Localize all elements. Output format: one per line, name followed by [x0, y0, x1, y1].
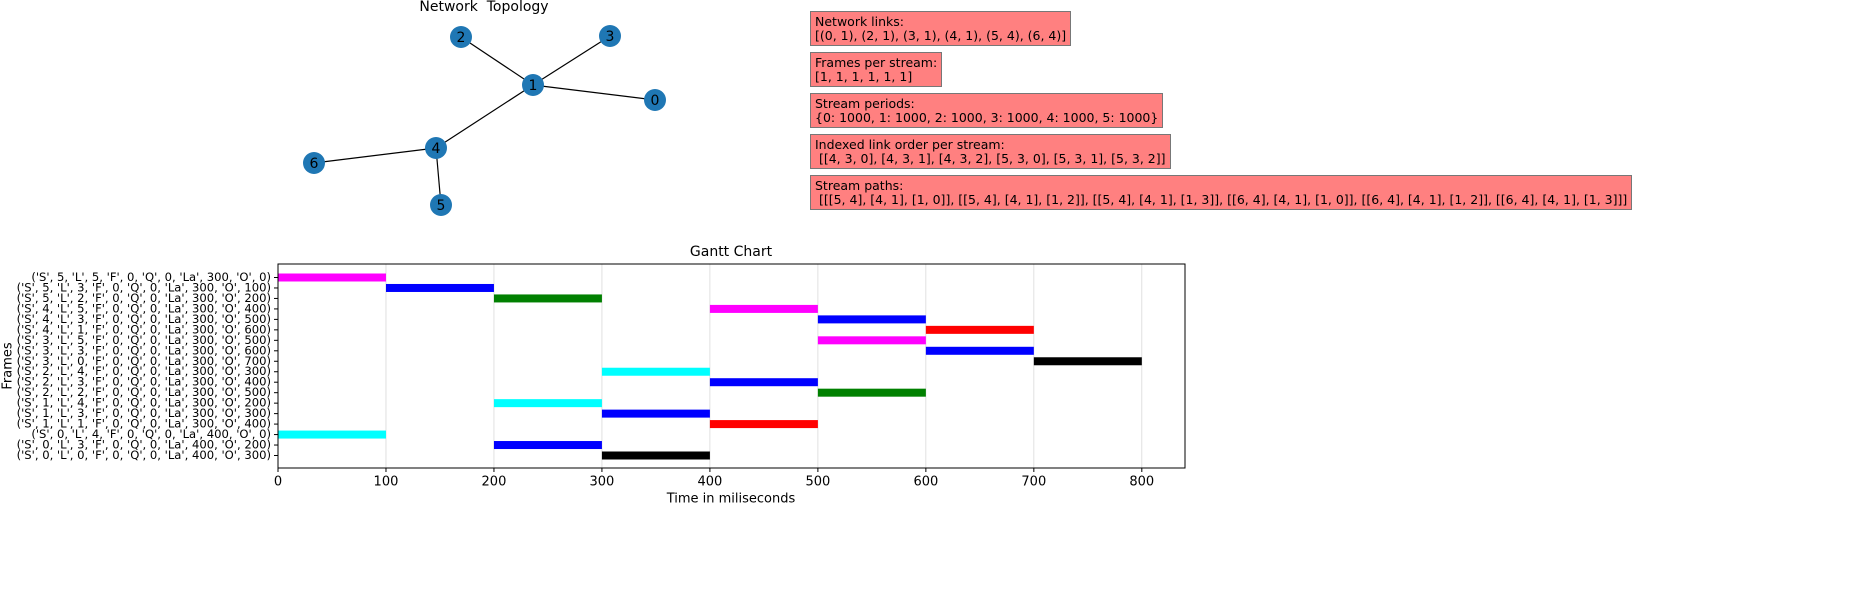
- gantt-bar: [817, 388, 926, 397]
- y-tick-label: ('S', 4, 'L', 1, 'F', 0, 'Q', 0, 'La', 3…: [17, 322, 271, 336]
- x-tick-label: 400: [697, 475, 722, 490]
- x-tick-label: 200: [482, 475, 507, 490]
- node: [599, 25, 621, 47]
- gantt-bar: [709, 304, 818, 313]
- y-tick-label: ('S', 3, 'L', 3, 'F', 0, 'Q', 0, 'La', 3…: [17, 343, 271, 357]
- y-tick-label: ('S', 2, 'L', 3, 'F', 0, 'Q', 0, 'La', 3…: [17, 375, 271, 389]
- y-tick-label: ('S', 5, 'L', 3, 'F', 0, 'Q', 0, 'La', 3…: [17, 280, 271, 294]
- x-tick-label: 800: [1129, 475, 1154, 490]
- info-box-text: [[[5, 4], [4, 1], [1, 0]], [[5, 4], [4, …: [815, 192, 1628, 207]
- edge: [532, 84, 656, 101]
- x-tick-label: 500: [805, 475, 830, 490]
- info-box-title: Network links:: [815, 14, 904, 29]
- edge: [532, 35, 611, 86]
- gantt-bar: [493, 399, 602, 408]
- edge: [435, 84, 534, 149]
- y-tick-label: ('S', 1, 'L', 4, 'F', 0, 'Q', 0, 'La', 3…: [17, 396, 271, 410]
- x-tick-label: 100: [374, 475, 399, 490]
- y-tick-label: ('S', 5, 'L', 5, 'F', 0, 'Q', 0, 'La', 3…: [31, 270, 271, 284]
- node-label: 1: [529, 78, 538, 94]
- node: [425, 137, 447, 159]
- edge: [460, 36, 534, 86]
- gantt-bar: [278, 273, 386, 282]
- gantt-bar: [1033, 357, 1142, 366]
- y-tick-label: ('S', 3, 'L', 5, 'F', 0, 'Q', 0, 'La', 3…: [17, 333, 271, 347]
- y-tick-label: ('S', 2, 'L', 2, 'F', 0, 'Q', 0, 'La', 3…: [17, 385, 271, 399]
- y-axis-label: Frames: [1, 342, 16, 390]
- y-tick-label: ('S', 1, 'L', 1, 'F', 0, 'Q', 0, 'La', 3…: [17, 417, 271, 431]
- gantt-bar: [817, 315, 926, 324]
- gantt-bar: [601, 409, 710, 418]
- info-box-text: [[4, 3, 0], [4, 3, 1], [4, 3, 2], [5, 3,…: [815, 151, 1166, 166]
- gantt-bar: [817, 336, 926, 345]
- node-label: 0: [651, 93, 660, 109]
- node: [450, 26, 472, 48]
- network-title: Network Topology: [419, 0, 548, 15]
- node-label: 2: [457, 30, 466, 46]
- info-box-text: [(0, 1), (2, 1), (3, 1), (4, 1), (5, 4),…: [815, 28, 1067, 43]
- gantt-bar: [493, 441, 602, 450]
- gantt-bar: [709, 420, 818, 429]
- info-box-text: [1, 1, 1, 1, 1, 1]: [815, 69, 913, 84]
- node: [644, 89, 666, 111]
- gantt-bar: [925, 346, 1034, 355]
- gantt-bar: [278, 430, 386, 439]
- node-label: 5: [437, 198, 446, 214]
- node: [522, 74, 544, 96]
- edge: [313, 147, 437, 164]
- node-label: 4: [432, 141, 441, 157]
- y-tick-label: ('S', 2, 'L', 4, 'F', 0, 'Q', 0, 'La', 3…: [17, 364, 271, 378]
- gantt-bar: [601, 451, 710, 460]
- gantt-bar: [385, 283, 494, 292]
- node: [303, 152, 325, 174]
- plot-frame: [277, 263, 1186, 469]
- info-box-title: Stream paths:: [815, 178, 904, 193]
- y-tick-label: ('S', 1, 'L', 3, 'F', 0, 'Q', 0, 'La', 3…: [17, 406, 271, 420]
- info-box: Frames per stream: [1, 1, 1, 1, 1, 1]: [810, 52, 943, 87]
- info-box: Indexed link order per stream: [[4, 3, 0…: [810, 134, 1171, 169]
- x-axis-label: Time in miliseconds: [666, 492, 796, 507]
- y-tick-label: ('S', 4, 'L', 3, 'F', 0, 'Q', 0, 'La', 3…: [17, 312, 271, 326]
- node-label: 6: [310, 156, 319, 172]
- info-box: Network links: [(0, 1), (2, 1), (3, 1), (…: [810, 11, 1072, 46]
- gantt-bar: [493, 294, 602, 303]
- chart-title: Gantt Chart: [690, 244, 773, 260]
- gantt-bar: [925, 325, 1034, 334]
- info-box-title: Frames per stream:: [815, 55, 938, 70]
- info-box-text: {0: 1000, 1: 1000, 2: 1000, 3: 1000, 4: …: [815, 110, 1159, 125]
- info-box-title: Stream periods:: [815, 96, 915, 111]
- node-label: 3: [606, 29, 615, 45]
- gantt-bar: [601, 367, 710, 376]
- node: [430, 194, 452, 216]
- y-tick-label: ('S', 4, 'L', 5, 'F', 0, 'Q', 0, 'La', 3…: [17, 301, 271, 315]
- y-tick-label: ('S', 0, 'L', 3, 'F', 0, 'Q', 0, 'La', 4…: [17, 438, 271, 452]
- x-tick-label: 0: [274, 475, 282, 490]
- info-box-title: Indexed link order per stream:: [815, 137, 1005, 152]
- x-tick-label: 600: [913, 475, 938, 490]
- y-tick-label: ('S', 3, 'L', 0, 'F', 0, 'Q', 0, 'La', 3…: [17, 354, 271, 368]
- gantt-bar: [709, 378, 818, 387]
- y-tick-label: ('S', 0, 'L', 0, 'F', 0, 'Q', 0, 'La', 4…: [17, 448, 271, 462]
- y-tick-label: ('S', 0, 'L', 4, 'F', 0, 'Q', 0, 'La', 4…: [31, 427, 271, 441]
- info-box: Stream paths: [[[5, 4], [4, 1], [1, 0]],…: [810, 175, 1633, 210]
- x-tick-label: 700: [1021, 475, 1046, 490]
- x-tick-label: 300: [590, 475, 615, 490]
- y-tick-label: ('S', 5, 'L', 2, 'F', 0, 'Q', 0, 'La', 3…: [17, 291, 271, 305]
- info-box: Stream periods: {0: 1000, 1: 1000, 2: 100…: [810, 93, 1164, 128]
